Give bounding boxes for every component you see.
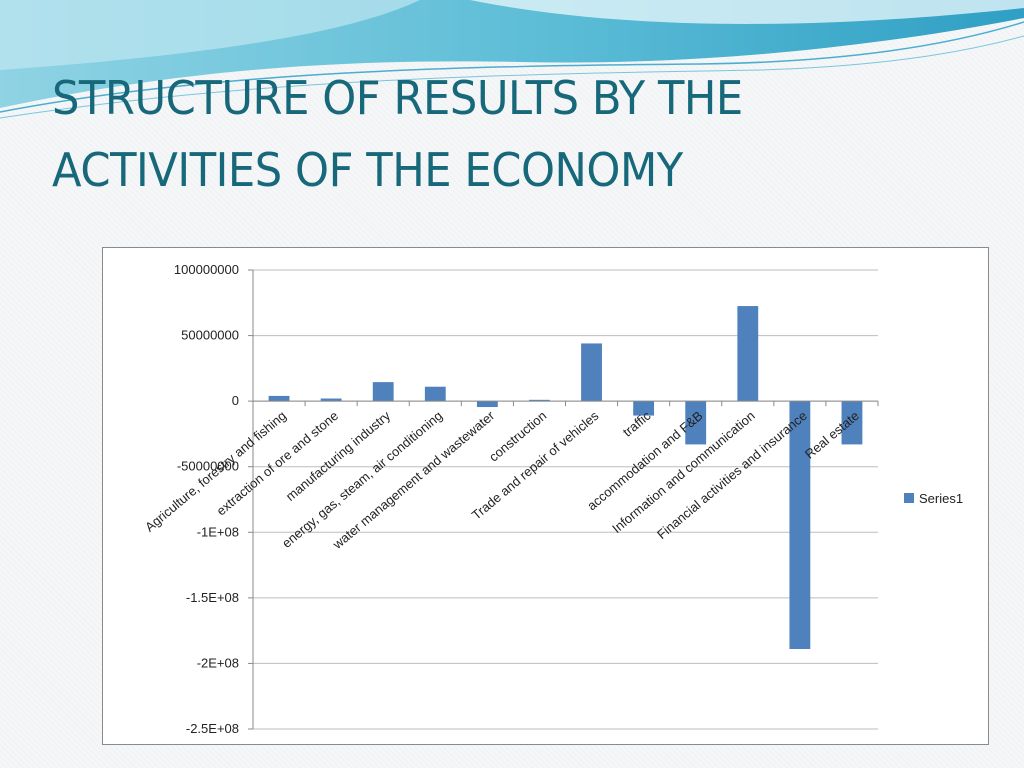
y-tick-label: -2.5E+08: [186, 721, 239, 736]
slide-title-line-1: STRUCTURE OF RESULTS BY THE: [52, 71, 743, 125]
bar: [372, 382, 394, 402]
slide-title: STRUCTURE OF RESULTS BY THE ACTIVITIES O…: [52, 62, 898, 206]
y-tick-label: -2E+08: [197, 655, 239, 670]
bar: [841, 401, 863, 445]
legend-swatch: [904, 493, 914, 503]
y-tick-label: 0: [232, 393, 239, 408]
bar: [737, 306, 759, 402]
y-tick-label: -50000000: [177, 459, 239, 474]
bar-chart: 100000000 50000000 0 -50000000 -1E+08 -1.5E+0…: [142, 262, 963, 736]
slide-title-line-2: ACTIVITIES OF THE ECONOMY: [52, 143, 683, 197]
y-tick-label: 100000000: [174, 262, 239, 277]
bar: [581, 343, 602, 402]
bar: [476, 401, 498, 408]
bar: [424, 386, 446, 402]
bar: [320, 398, 342, 402]
bar: [633, 401, 655, 416]
y-tick-label: -1.5E+08: [186, 590, 239, 605]
header-wave-decoration: [0, 0, 1024, 119]
chart-container: 100000000 50000000 0 -50000000 -1E+08 -1.5E+0…: [102, 247, 989, 745]
legend-label: Series1: [919, 491, 963, 506]
bar: [268, 395, 290, 402]
y-tick-label: 50000000: [181, 328, 239, 343]
y-tick-label: -1E+08: [197, 524, 239, 539]
bar: [685, 401, 707, 445]
bar: [789, 401, 811, 650]
bar: [529, 399, 550, 402]
